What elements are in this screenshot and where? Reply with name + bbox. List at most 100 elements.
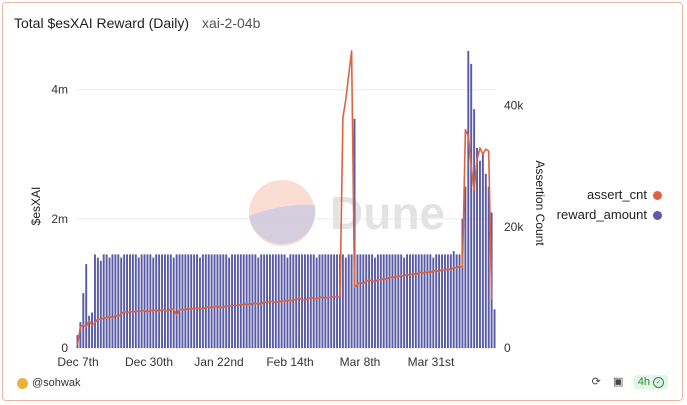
chart-title: Total $esXAI Reward (Daily) (14, 15, 190, 31)
bar (266, 254, 268, 348)
bar (414, 254, 417, 348)
bar (484, 173, 487, 348)
bar (199, 257, 201, 348)
bar (102, 254, 105, 348)
assert-line (76, 50, 493, 346)
bar (479, 160, 481, 348)
bar (330, 254, 333, 348)
bar (137, 257, 140, 348)
bar (79, 322, 82, 348)
bar (385, 254, 388, 348)
x-tick-label: Dec 30th (125, 355, 173, 369)
bar (423, 254, 426, 348)
bar (149, 254, 152, 348)
bar (245, 254, 248, 348)
chart-svg: Dune 0 2m 4m 0 20k 40k Dec 7th Dec 30th Jan 22nd… (29, 50, 547, 369)
bar (391, 254, 394, 348)
watermark-text: Dune (330, 187, 445, 239)
bar (91, 312, 93, 348)
bar (114, 254, 117, 348)
bar (234, 254, 236, 348)
bar (126, 254, 128, 348)
author-name: @sohwak (32, 377, 81, 389)
bar (274, 254, 277, 348)
right-tick-label: 0 (504, 341, 511, 355)
bar (409, 254, 411, 348)
bar (301, 254, 303, 348)
axes: 0 2m 4m 0 20k 40k Dec 7th Dec 30th Jan 22nd Feb 1… (51, 83, 524, 369)
bar (123, 254, 126, 348)
check-icon: ✓ (653, 376, 664, 388)
bar (411, 254, 414, 348)
bar (432, 257, 435, 348)
bar (236, 254, 239, 348)
footer-actions: ⟳ ▣ 4h ✓ (590, 375, 668, 389)
left-tick-label: 4m (51, 83, 68, 97)
bar (444, 254, 446, 348)
bar (129, 254, 131, 348)
legend-item-assert-cnt[interactable]: assert_cnt (557, 185, 662, 205)
right-tick-label: 40k (504, 99, 524, 113)
bar (417, 254, 420, 348)
bar (181, 254, 184, 348)
right-tick-label: 20k (504, 220, 524, 234)
camera-icon[interactable]: ▣ (613, 375, 624, 388)
right-axis-title: Assertion Count (533, 160, 547, 246)
bar (470, 63, 473, 348)
refresh-icon[interactable]: ⟳ (591, 375, 601, 388)
bar (175, 254, 178, 348)
bar (158, 254, 161, 348)
bar (108, 257, 111, 348)
bar (117, 254, 120, 348)
chart-subtitle: xai-2-04b (202, 15, 261, 31)
bar (306, 254, 309, 348)
bar (111, 254, 114, 348)
bar (455, 254, 458, 348)
bar (96, 257, 99, 348)
bar (374, 257, 376, 348)
bar (400, 254, 403, 348)
bar (225, 254, 228, 348)
bar (295, 254, 298, 348)
bar (184, 254, 187, 348)
legend-item-reward-amount[interactable]: reward_amount (557, 205, 662, 225)
bar (210, 254, 213, 348)
legend: assert_cnt reward_amount (557, 185, 662, 225)
bar (327, 254, 330, 348)
bar (134, 254, 137, 348)
bar (82, 293, 85, 348)
bar (493, 309, 496, 348)
watermark-logo-shade (249, 204, 316, 244)
bar (164, 254, 166, 348)
bar (105, 254, 108, 348)
bar (143, 254, 146, 348)
bar (397, 254, 400, 348)
bar (152, 257, 155, 348)
bar (379, 254, 382, 348)
bar (187, 254, 190, 348)
bar (169, 254, 172, 348)
bar (464, 186, 467, 348)
bar (359, 254, 362, 348)
bar (333, 254, 336, 348)
dune-watermark: Dune (249, 180, 445, 246)
bar (341, 254, 344, 348)
bar (449, 254, 452, 348)
bar (298, 254, 301, 348)
bar (435, 254, 438, 348)
bar (350, 254, 353, 348)
bar (99, 260, 102, 348)
bar (458, 254, 461, 348)
bar (178, 254, 181, 348)
author-link[interactable]: @sohwak (17, 377, 80, 389)
bar (429, 254, 432, 348)
legend-label: reward_amount (556, 207, 647, 222)
freshness-badge: 4h ✓ (633, 375, 668, 389)
bar (315, 257, 318, 348)
x-tick-label: Mar 8th (340, 355, 381, 369)
bar (309, 254, 312, 348)
bar (201, 254, 204, 348)
bar (166, 254, 169, 348)
legend-label: assert_cnt (587, 187, 647, 202)
bar (318, 254, 321, 348)
